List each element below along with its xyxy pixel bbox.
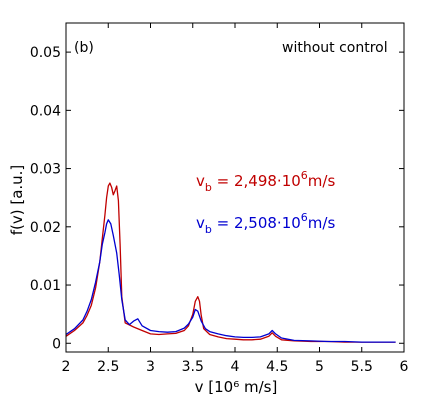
series-line-red [65, 182, 396, 343]
series-label-red-unit: m/s [308, 172, 336, 190]
series-label-blue-sup: 6 [301, 211, 308, 224]
y-tick-label: 0.01 [30, 278, 61, 294]
x-tick-label: 6 [400, 359, 409, 375]
series-label-blue-prefix: v [196, 214, 205, 232]
series-label-red-prefix: v [196, 172, 205, 190]
series-line-blue [65, 219, 396, 343]
x-tick-label: 4.5 [266, 359, 288, 375]
x-tick-label: 5.5 [351, 359, 373, 375]
series-label-blue: vb = 2,508·106m/s [196, 211, 335, 236]
x-tick-label: 4 [231, 359, 240, 375]
x-tick-label: 2.5 [97, 359, 119, 375]
x-axis-label: v [10⁶ m/s] [195, 378, 278, 396]
annotation-without-control: without control [282, 40, 388, 56]
x-tick-label: 3.5 [182, 359, 204, 375]
x-tick-label: 3 [146, 359, 155, 375]
y-axis-label: f(v) [a.u.] [8, 165, 26, 236]
series-label-red-value: = 2,498·10 [212, 172, 301, 190]
series-label-blue-unit: m/s [308, 214, 336, 232]
y-tick-label: 0.03 [30, 162, 61, 178]
series-label-blue-sub: b [205, 223, 212, 236]
y-tick-label: 0.04 [30, 103, 61, 119]
series-label-red-sup: 6 [301, 169, 308, 182]
series-label-red: vb = 2,498·106m/s [196, 169, 335, 194]
series-label-blue-value: = 2,508·10 [212, 214, 301, 232]
y-tick-label: 0.02 [30, 220, 61, 236]
panel-label: (b) [74, 40, 94, 56]
x-tick-label: 5 [315, 359, 324, 375]
series-label-red-sub: b [205, 181, 212, 194]
ticks-layer: 2 2.5 3 3.5 4 4.5 5 5.5 6 0 0.01 0.02 0.03 0.04 0.05 [30, 23, 409, 375]
y-tick-label: 0 [52, 336, 61, 352]
y-tick-label: 0.05 [30, 45, 61, 61]
x-tick-label: 2 [62, 359, 71, 375]
series-layer [65, 182, 396, 343]
